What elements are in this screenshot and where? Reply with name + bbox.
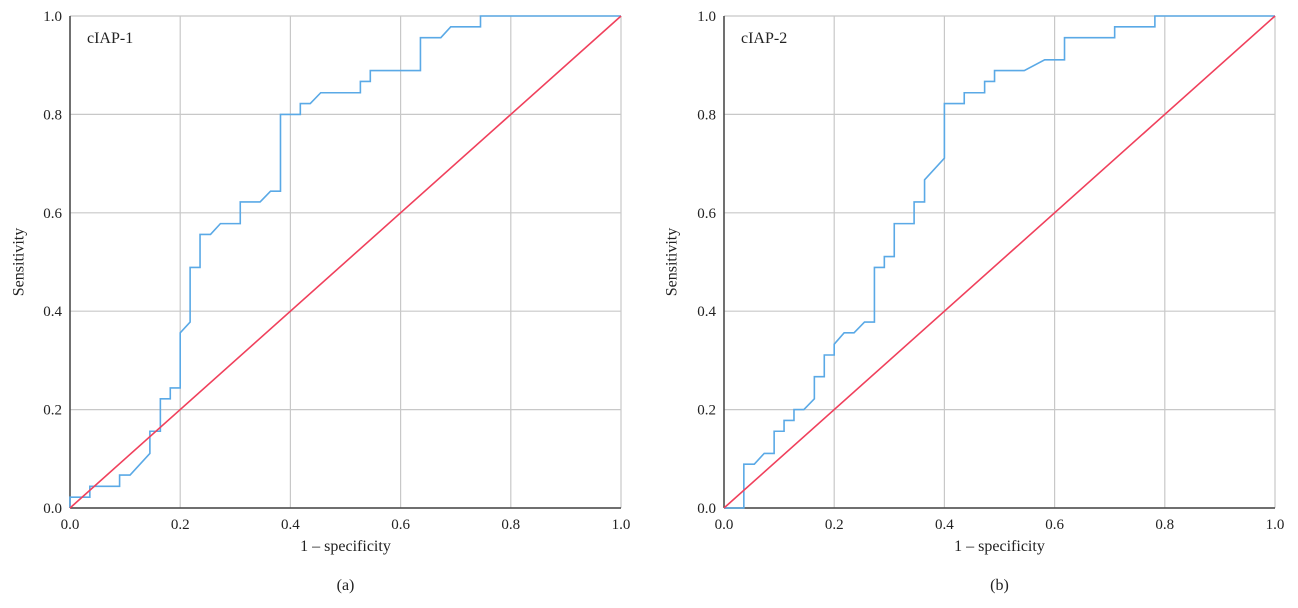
x-tick-label: 0.6	[391, 517, 410, 533]
x-tick-label: 0.8	[501, 517, 520, 533]
reference-diagonal-line	[69, 15, 622, 509]
y-tick-label: 0.8	[43, 107, 62, 123]
x-tick-label: 0.2	[171, 517, 190, 533]
y-tick-label: 0.4	[697, 304, 716, 320]
y-tick-label: 0.6	[43, 206, 62, 222]
x-tick-label: 0.6	[1045, 517, 1064, 533]
chart-inset-label: cIAP-1	[87, 30, 133, 47]
y-axis-label: Sensitivity	[664, 228, 681, 296]
x-axis-label: 1 – specificity	[954, 538, 1045, 555]
x-tick-label: 0.0	[715, 517, 734, 533]
y-tick-label: 0.6	[697, 206, 716, 222]
roc-curve-line	[69, 15, 621, 508]
y-tick-label: 1.0	[697, 9, 716, 25]
x-tick-label: 0.2	[825, 517, 844, 533]
y-tick-label: 0.0	[697, 501, 716, 517]
x-tick-label: 0.4	[935, 517, 954, 533]
chart-inset-label: cIAP-2	[741, 30, 787, 47]
panel-caption: (b)	[990, 577, 1009, 594]
x-tick-label: 1.0	[1266, 517, 1285, 533]
y-tick-label: 0.2	[43, 403, 62, 419]
roc-curve-line	[724, 15, 1275, 509]
roc-chart-cIAP-2: 0.0 0.2 0.4 0.6 0.8 1.0 0.0 0.2 0.4 0.6 0.8 1.0 1 – …	[664, 9, 1285, 594]
y-tick-label: 0.4	[43, 304, 62, 320]
y-tick-label: 0.2	[697, 403, 716, 419]
x-tick-label: 1.0	[612, 517, 631, 533]
y-tick-label: 1.0	[43, 9, 62, 25]
x-axis-label: 1 – specificity	[300, 538, 391, 555]
x-tick-label: 0.0	[61, 517, 80, 533]
panel-caption: (a)	[337, 577, 355, 594]
y-tick-label: 0.8	[697, 107, 716, 123]
roc-chart-cIAP-1: 0.0 0.2 0.4 0.6 0.8 1.0 0.0 0.2 0.4 0.6 0.8 1.0 1 – …	[11, 9, 631, 594]
y-axis-label: Sensitivity	[11, 228, 28, 296]
x-tick-label: 0.8	[1155, 517, 1174, 533]
reference-diagonal-line	[723, 15, 1276, 509]
x-tick-label: 0.4	[281, 517, 300, 533]
y-tick-label: 0.0	[43, 501, 62, 517]
